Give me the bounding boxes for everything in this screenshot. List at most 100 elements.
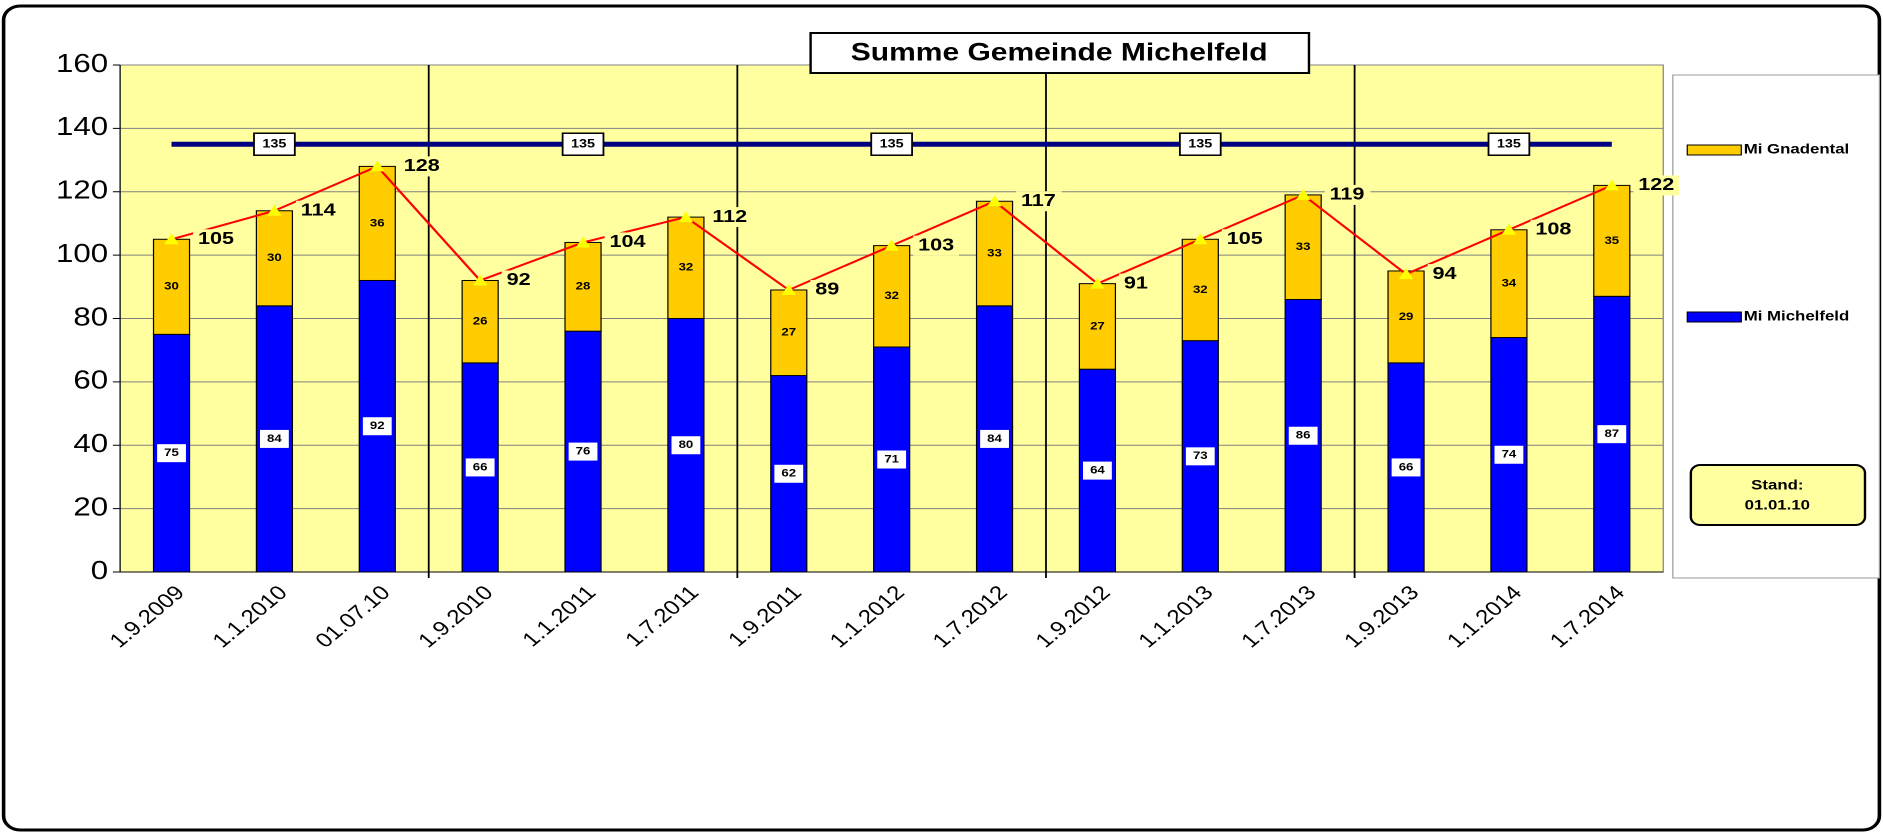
reference-label-box [561, 132, 605, 156]
totals-label: 104 [609, 232, 645, 252]
totals-label: 105 [198, 229, 234, 249]
y-tick-label: 60 [73, 366, 108, 395]
legend-label: Mi Gnadental [1744, 142, 1850, 157]
value-label: 73 [1193, 449, 1208, 462]
value-label-box [1083, 461, 1112, 480]
value-label-box [671, 436, 701, 455]
totals-marker [1295, 188, 1311, 200]
reference-label-box [1178, 132, 1222, 156]
totals-label-box [1016, 191, 1062, 212]
value-label: 27 [781, 326, 796, 339]
y-tick-label: 80 [73, 303, 108, 332]
value-label: 76 [576, 445, 591, 458]
value-label: 32 [679, 261, 694, 274]
value-label-box [568, 442, 598, 461]
totals-marker [472, 274, 488, 286]
value-label: 84 [267, 432, 282, 445]
totals-marker [1604, 179, 1620, 191]
totals-label: 122 [1638, 175, 1674, 195]
value-label: 36 [370, 216, 385, 229]
legend-label: Mi Michelfeld [1744, 309, 1850, 324]
reference-label: 135 [1497, 137, 1521, 151]
value-label-box [1288, 426, 1318, 445]
value-label: 33 [1296, 240, 1311, 253]
value-label: 74 [1502, 448, 1517, 461]
value-label: 26 [473, 315, 488, 328]
totals-marker [1398, 268, 1414, 280]
totals-marker [987, 195, 1002, 207]
y-tick-label: 40 [73, 429, 108, 458]
y-tick-label: 160 [56, 49, 108, 78]
y-tick-label: 0 [91, 556, 108, 585]
totals-marker [1193, 233, 1208, 245]
totals-label-box [1633, 175, 1680, 196]
reference-label: 135 [571, 137, 595, 151]
value-label: 71 [884, 452, 899, 465]
totals-label: 112 [712, 206, 747, 226]
value-label-box [1597, 425, 1627, 444]
value-label: 32 [1193, 283, 1208, 296]
totals-marker [884, 239, 899, 251]
reference-label-box [253, 132, 296, 156]
value-label: 29 [1399, 310, 1414, 323]
totals-label-box [604, 232, 651, 253]
title-box [809, 32, 1311, 74]
value-label: 64 [1090, 464, 1105, 477]
totals-label: 91 [1124, 273, 1148, 293]
totals-label: 117 [1021, 191, 1056, 211]
value-label: 27 [1090, 319, 1105, 332]
value-label: 92 [370, 419, 385, 432]
totals-label-box [1221, 229, 1268, 250]
bar-segment [1284, 194, 1322, 300]
totals-marker [1090, 277, 1105, 289]
value-label-box [774, 464, 804, 483]
value-label: 30 [164, 280, 179, 293]
annotation-box [1689, 464, 1867, 526]
reference-label-box [870, 132, 913, 156]
totals-label: 89 [815, 279, 839, 299]
totals-marker [1501, 223, 1517, 235]
value-label-box [1391, 458, 1421, 477]
reference-label: 135 [880, 137, 904, 151]
totals-label-box [1427, 264, 1474, 285]
bar-segment [667, 216, 705, 320]
y-tick-label: 20 [73, 493, 108, 522]
value-label-box [259, 429, 289, 448]
annotation-text: Stand: [1751, 478, 1803, 493]
bar-segment [461, 279, 499, 364]
totals-label-box [810, 279, 857, 300]
y-tick-label: 120 [56, 176, 108, 205]
annotation-text: 01.01.10 [1745, 498, 1810, 513]
totals-marker [575, 236, 591, 248]
bar-segment [770, 289, 808, 377]
reference-label-box [1487, 132, 1531, 156]
y-tick-label: 140 [56, 113, 108, 142]
value-label-box [362, 417, 392, 436]
value-label: 35 [1604, 234, 1619, 247]
totals-marker [370, 160, 385, 172]
bar-segment [564, 241, 602, 332]
value-label: 66 [1399, 460, 1414, 473]
legend-swatch [1686, 311, 1742, 323]
bar-segment [1593, 184, 1631, 297]
totals-label: 105 [1227, 229, 1263, 249]
value-label-box [465, 458, 495, 477]
totals-label-box [1324, 184, 1371, 205]
bar-segment [1387, 270, 1425, 364]
value-label: 84 [987, 432, 1002, 445]
totals-label: 92 [507, 270, 531, 290]
reference-label: 135 [262, 137, 286, 151]
value-label: 80 [679, 438, 694, 451]
totals-label-box [1119, 273, 1165, 294]
value-label: 62 [781, 467, 796, 480]
bar-segment [255, 210, 294, 307]
totals-label: 128 [404, 156, 440, 176]
totals-label: 103 [918, 235, 954, 255]
totals-marker [164, 233, 179, 245]
totals-label: 114 [301, 200, 336, 220]
value-label: 32 [884, 289, 899, 302]
chart-title: Summe Gemeinde Michelfeld [851, 38, 1268, 66]
legend-swatch [1686, 144, 1742, 156]
value-label: 75 [164, 446, 179, 459]
